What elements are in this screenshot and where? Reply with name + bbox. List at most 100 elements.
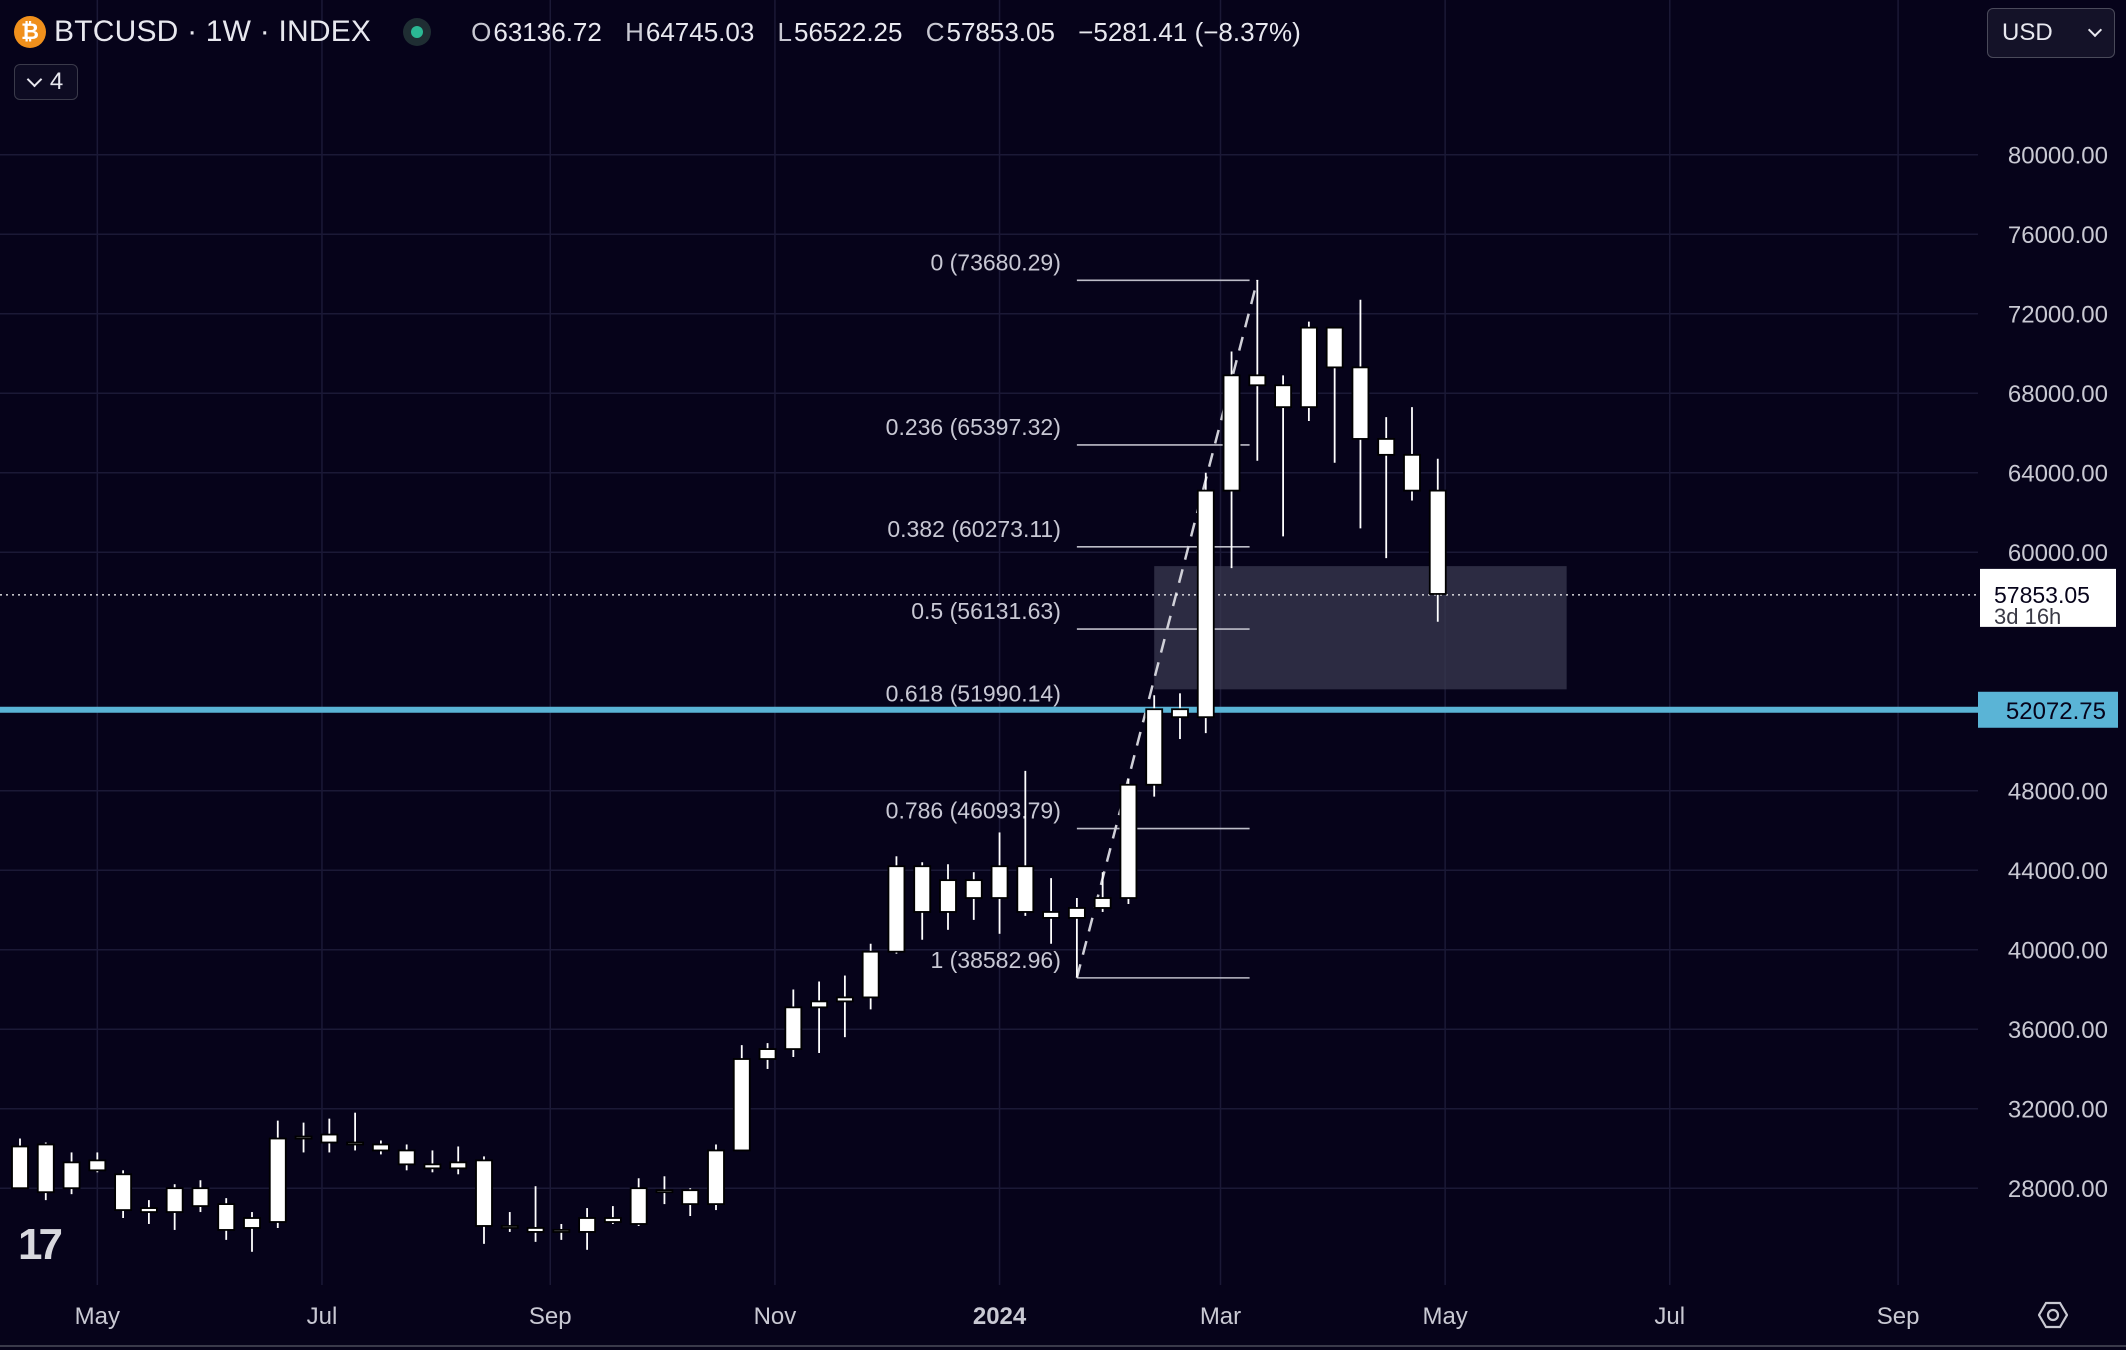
time-axis-label: Jul	[307, 1303, 338, 1330]
candle-body	[1171, 708, 1189, 719]
fib-level-label: 0.618 (51990.14)	[886, 680, 1061, 706]
candle-body	[165, 1187, 184, 1213]
time-axis-label: May	[75, 1303, 120, 1330]
fib-level-label: 0 (73680.29)	[930, 249, 1060, 275]
candle-body	[732, 1058, 751, 1152]
candle-body	[475, 1159, 493, 1227]
candle-body	[758, 1048, 777, 1060]
candle-body	[397, 1149, 416, 1166]
price-axis-label: 36000.00	[2008, 1017, 2108, 1044]
chevron-down-icon	[26, 71, 43, 87]
open-value: 63136.72	[493, 16, 602, 47]
time-axis-label: May	[1422, 1303, 1467, 1330]
price-axis-label: 48000.00	[2008, 779, 2108, 806]
candle-body	[88, 1159, 107, 1172]
close-value: 57853.05	[946, 16, 1055, 47]
horizontal-line-price-label: 52072.75	[2006, 698, 2106, 725]
candle-body	[887, 865, 906, 953]
candle-body	[1119, 783, 1138, 899]
bar-countdown-label: 3d 16h	[1994, 604, 2061, 629]
candle-body	[964, 879, 983, 899]
candle-body	[320, 1133, 339, 1144]
candle-body	[681, 1189, 700, 1206]
candle-body	[1403, 453, 1421, 492]
candle-body	[1428, 489, 1447, 595]
price-axis-label: 80000.00	[2008, 143, 2108, 170]
candle-body	[655, 1189, 674, 1194]
candle-body	[217, 1203, 236, 1231]
chevron-down-icon	[2087, 22, 2103, 38]
price-zone-box	[1154, 566, 1567, 690]
time-axis-label: Jul	[1654, 1303, 1685, 1330]
fib-level-label: 0.236 (65397.32)	[886, 414, 1061, 440]
candle-body	[423, 1163, 442, 1170]
candle-body	[1093, 897, 1112, 909]
price-axis-label: 64000.00	[2008, 461, 2108, 488]
candle-body	[1145, 708, 1164, 786]
candle-body	[526, 1227, 545, 1233]
candle-body	[835, 996, 854, 1003]
price-axis-label: 60000.00	[2008, 540, 2108, 567]
market-status-icon[interactable]	[403, 18, 432, 46]
time-axis-label: Sep	[529, 1303, 572, 1330]
symbol-title[interactable]: BTCUSD · 1W · INDEX	[54, 15, 372, 48]
price-axis-label: 76000.00	[2008, 222, 2108, 249]
candle-body	[707, 1149, 725, 1206]
candle-body	[1067, 907, 1086, 919]
current-price-label: 57853.05	[1994, 582, 2090, 608]
candle-body	[500, 1225, 519, 1229]
symbol-header: ₿ BTCUSD · 1W · INDEX O63136.72 H64745.0…	[14, 12, 1317, 52]
candle-body	[913, 865, 932, 913]
tradingview-logo-icon[interactable]: 17	[18, 1220, 63, 1269]
candle-body	[11, 1145, 29, 1190]
current-price-box	[1980, 568, 2116, 627]
price-axis-label: 72000.00	[2008, 302, 2108, 329]
price-axis	[1978, 0, 2126, 1350]
candle-body	[114, 1173, 133, 1211]
ohlc-values: O63136.72 H64745.03 L56522.25 C57853.05 …	[471, 17, 1317, 48]
price-axis-label: 68000.00	[2008, 381, 2108, 408]
candle-body	[243, 1217, 261, 1229]
high-label: H	[625, 16, 644, 47]
candle-body	[36, 1143, 55, 1194]
candle-body	[810, 1000, 828, 1009]
candle-body	[1299, 326, 1318, 409]
time-axis	[0, 1285, 1978, 1350]
candle-body	[1248, 374, 1267, 387]
candle-body	[371, 1143, 390, 1152]
fib-level-label: 0.382 (60273.11)	[887, 516, 1061, 542]
candle-body	[784, 1006, 803, 1050]
high-value: 64745.03	[645, 16, 755, 47]
candle-body	[294, 1135, 313, 1140]
candle-body	[939, 879, 957, 913]
indicators-collapse-button[interactable]: 4	[14, 64, 78, 100]
price-axis-label: 40000.00	[2008, 938, 2108, 965]
candle-body	[191, 1187, 210, 1207]
time-axis-label: 2024	[973, 1303, 1027, 1330]
candle-body	[603, 1217, 622, 1223]
candle-body	[268, 1137, 287, 1223]
fib-level-label: 0.5 (56131.63)	[911, 598, 1061, 624]
fib-level-label: 0.786 (46093.79)	[886, 798, 1061, 824]
price-axis-label: 32000.00	[2008, 1097, 2108, 1124]
candle-body	[1377, 438, 1396, 456]
candle-body	[1325, 326, 1344, 369]
bitcoin-icon[interactable]: ₿	[14, 16, 46, 48]
currency-value: USD	[2002, 19, 2053, 46]
candle-body	[552, 1229, 571, 1233]
price-axis-label: 28000.00	[2008, 1176, 2108, 1203]
low-value: 56522.25	[794, 16, 903, 47]
currency-select[interactable]: USD	[1987, 8, 2115, 58]
candle-body	[1016, 865, 1035, 913]
fib-level-label: 1 (38582.96)	[930, 947, 1060, 973]
candle-body	[139, 1207, 158, 1213]
candle-body	[1274, 384, 1292, 409]
candle-body	[62, 1161, 81, 1190]
candle-body	[861, 950, 880, 999]
candle-body	[578, 1217, 596, 1233]
time-axis-label: Nov	[754, 1303, 797, 1330]
settings-icon[interactable]	[2038, 1300, 2068, 1330]
candle-body	[1042, 911, 1060, 919]
time-axis-label: Sep	[1877, 1303, 1920, 1330]
